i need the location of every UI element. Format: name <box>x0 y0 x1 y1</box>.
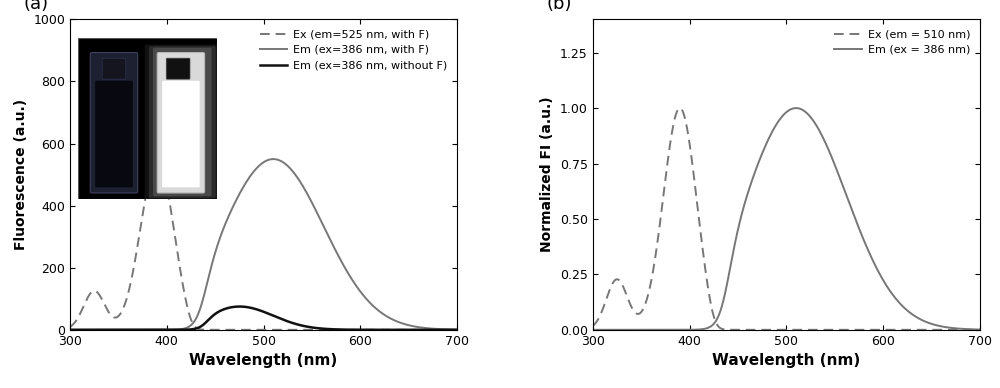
Em (ex = 386 nm) <box>790 106 802 111</box>
Em (ex=386 nm, without F) <box>64 327 76 332</box>
Line: Ex (em = 510 nm): Ex (em = 510 nm) <box>593 108 980 330</box>
Line: Em (ex = 386 nm): Em (ex = 386 nm) <box>593 108 980 330</box>
Em (ex=386 nm, with F) <box>440 327 452 332</box>
Em (ex=386 nm, with F) <box>451 327 463 332</box>
Em (ex = 386 nm) <box>963 327 975 331</box>
Ex (em=525 nm, with F) <box>151 157 163 161</box>
Ex (em = 510 nm) <box>963 327 975 332</box>
Ex (em=525 nm, with F) <box>440 327 452 332</box>
Em (ex=386 nm, without F) <box>440 327 452 332</box>
Em (ex=386 nm, without F) <box>84 327 96 332</box>
Em (ex=386 nm, with F) <box>369 305 381 310</box>
Em (ex=386 nm, with F) <box>267 157 279 161</box>
Ex (em=525 nm, with F) <box>369 327 381 332</box>
Ex (em = 510 nm) <box>974 327 986 332</box>
Ex (em = 510 nm) <box>765 327 777 332</box>
Ex (em = 510 nm) <box>963 327 975 332</box>
Ex (em = 510 nm) <box>775 327 787 332</box>
Text: (a): (a) <box>24 0 49 13</box>
Em (ex = 386 nm) <box>607 327 619 332</box>
X-axis label: Wavelength (nm): Wavelength (nm) <box>189 353 338 368</box>
Legend: Ex (em=525 nm, with F), Em (ex=386 nm, with F), Em (ex=386 nm, without F): Ex (em=525 nm, with F), Em (ex=386 nm, w… <box>255 25 452 75</box>
Em (ex = 386 nm) <box>974 327 986 332</box>
Ex (em = 510 nm) <box>674 106 686 111</box>
Em (ex=386 nm, without F) <box>369 327 381 332</box>
Em (ex = 386 nm) <box>963 327 975 331</box>
Em (ex=386 nm, without F) <box>242 305 254 310</box>
Em (ex=386 nm, without F) <box>234 304 246 309</box>
Ex (em = 510 nm) <box>607 281 619 286</box>
Y-axis label: Normalized FI (a.u.): Normalized FI (a.u.) <box>540 97 554 253</box>
X-axis label: Wavelength (nm): Wavelength (nm) <box>712 353 861 368</box>
Ex (em = 510 nm) <box>892 327 904 332</box>
Ex (em=525 nm, with F) <box>451 327 463 332</box>
Y-axis label: Fluorescence (a.u.): Fluorescence (a.u.) <box>14 99 28 250</box>
Text: (b): (b) <box>546 0 572 13</box>
Ex (em=525 nm, with F) <box>64 324 76 329</box>
Line: Em (ex=386 nm, without F): Em (ex=386 nm, without F) <box>70 307 457 330</box>
Em (ex=386 nm, with F) <box>64 327 76 332</box>
Ex (em=525 nm, with F) <box>440 327 452 332</box>
Em (ex=386 nm, without F) <box>440 327 452 332</box>
Ex (em=525 nm, with F) <box>242 327 254 332</box>
Legend: Ex (em = 510 nm), Em (ex = 386 nm): Ex (em = 510 nm), Em (ex = 386 nm) <box>830 25 974 59</box>
Line: Ex (em=525 nm, with F): Ex (em=525 nm, with F) <box>70 159 457 330</box>
Ex (em=525 nm, with F) <box>84 292 96 296</box>
Ex (em = 510 nm) <box>587 324 599 328</box>
Em (ex=386 nm, with F) <box>252 164 264 169</box>
Ex (em=525 nm, with F) <box>327 327 339 332</box>
Em (ex=386 nm, with F) <box>84 327 96 332</box>
Ex (em=525 nm, with F) <box>252 327 264 332</box>
Line: Em (ex=386 nm, with F): Em (ex=386 nm, with F) <box>70 159 457 330</box>
Em (ex=386 nm, without F) <box>252 308 264 312</box>
Em (ex=386 nm, with F) <box>242 177 254 182</box>
Em (ex = 386 nm) <box>765 132 777 137</box>
Em (ex=386 nm, without F) <box>451 327 463 332</box>
Ex (em = 510 nm) <box>850 327 862 332</box>
Em (ex=386 nm, with F) <box>440 327 452 332</box>
Em (ex = 386 nm) <box>587 327 599 332</box>
Em (ex = 386 nm) <box>892 299 904 303</box>
Em (ex = 386 nm) <box>775 115 787 120</box>
